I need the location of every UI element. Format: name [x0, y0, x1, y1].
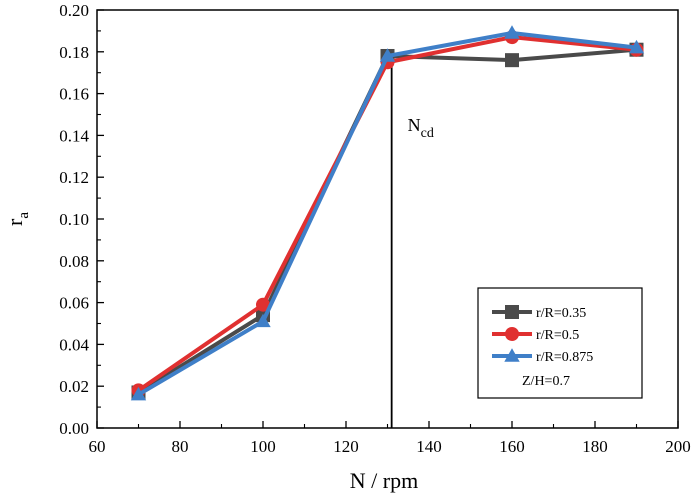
- plot-area: [96, 9, 679, 429]
- data-point: [505, 327, 519, 341]
- y-tick-label: 0.04: [59, 335, 89, 354]
- y-tick-label: 0.08: [59, 252, 89, 271]
- legend-label: r/R=0.5: [536, 328, 579, 343]
- data-point: [505, 305, 519, 319]
- x-tick-label: 200: [665, 437, 691, 456]
- legend-label: r/R=0.875: [536, 350, 593, 365]
- x-tick-label: 180: [582, 437, 608, 456]
- y-tick-label: 0.16: [59, 85, 89, 104]
- y-tick-label: 0.02: [59, 377, 89, 396]
- data-point: [255, 313, 271, 328]
- annotation-label-sub: cd: [421, 126, 434, 141]
- x-tick-label: 160: [499, 437, 525, 456]
- y-tick-label: 0.14: [59, 126, 89, 145]
- legend: r/R=0.35 r/R=0.5 r/R=0.875 Z/H=0.7: [477, 287, 643, 399]
- x-tick-label: 60: [89, 437, 106, 456]
- x-tick-label: 100: [250, 437, 276, 456]
- data-point: [130, 386, 147, 401]
- series-r/R=0.875: [130, 25, 645, 401]
- annotation-label-main: N: [408, 115, 421, 135]
- y-tick-label: 0.18: [59, 43, 89, 62]
- data-point: [504, 25, 520, 39]
- y-tick-label: 0.20: [59, 1, 89, 20]
- y-tick-label: 0.00: [59, 419, 89, 438]
- y-axis-label: ra: [2, 212, 32, 226]
- annotation-label: Ncd: [408, 115, 434, 141]
- y-tick-label: 0.12: [59, 168, 89, 187]
- x-axis-label: N / rpm: [350, 468, 418, 493]
- data-point: [505, 53, 519, 68]
- data-point: [379, 48, 396, 62]
- legend-note: Z/H=0.7: [522, 374, 570, 389]
- x-tick-label: 120: [333, 437, 359, 456]
- data-point: [628, 39, 645, 54]
- data-point: [256, 297, 270, 312]
- y-tick-label: 0.06: [59, 294, 89, 313]
- legend-label: r/R=0.35: [536, 306, 586, 321]
- x-tick-label: 80: [172, 437, 189, 456]
- data-point: [504, 348, 520, 362]
- y-axis-label-sub: a: [16, 212, 32, 219]
- x-tick-label: 140: [416, 437, 442, 456]
- y-tick-label: 0.10: [59, 210, 89, 229]
- y-axis-label-main: r: [2, 218, 27, 226]
